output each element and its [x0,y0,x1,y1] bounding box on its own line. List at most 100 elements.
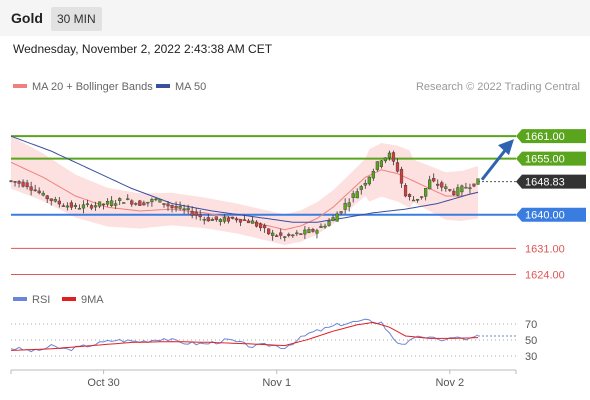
rsi-level-label: 70 [525,319,537,331]
candle [218,218,222,226]
candle-body [202,219,206,221]
candle [271,229,275,241]
candle [25,179,29,190]
candle [407,193,412,201]
candle [279,228,283,240]
candle-body [420,196,424,198]
x-axis: Oct 30 Nov 1 Nov 2 [10,370,517,389]
candle [343,198,347,215]
candle [295,230,299,237]
candle [57,197,61,208]
candle-body [13,181,17,183]
candle-body [416,198,420,201]
candle-body [17,181,21,184]
x-tick-label: Oct 30 [87,377,119,389]
candle [49,198,53,206]
candle-body [146,201,150,204]
candle [150,197,154,207]
price-plot-area [9,135,516,276]
candle-body [81,204,86,209]
candle [335,211,339,222]
candle-body [279,232,283,236]
candle-body [77,208,82,210]
candle-body [73,204,78,207]
rsi-ma-legend-swatch [62,297,76,301]
candle-body [222,217,226,222]
candle [101,203,106,210]
candle [259,222,263,232]
candle [303,225,307,239]
candle-body [339,211,343,214]
candle-body [407,194,412,197]
candle [37,187,41,195]
candle-body [178,206,182,209]
candle-body [379,160,383,167]
candle [476,178,480,185]
candle-body [267,228,271,235]
candle [299,233,303,235]
candle-body [359,186,363,190]
candle [291,234,295,238]
candles [9,150,480,242]
candle [242,214,247,221]
rsi-plot-area: 70 50 30 [10,318,537,363]
candle-body [448,189,452,191]
candle [222,214,226,224]
candle [275,233,279,237]
candle [424,188,428,201]
candle [178,201,182,211]
candle [456,184,460,197]
x-tick-label: Nov 1 [262,377,291,389]
candle [371,168,375,181]
candle [198,210,202,221]
candle-body [218,219,222,222]
candle-body [424,188,428,197]
candle [190,206,194,219]
candle [347,198,351,212]
projection-arrow-shaft [480,148,508,181]
candle-body [383,157,388,162]
candle-body [367,176,371,185]
projection-arrow-head [498,139,514,156]
candle-body [33,189,37,192]
candle [182,204,186,214]
candle-body [335,213,339,222]
candle [391,150,396,166]
candle-body [118,198,122,201]
candle [367,176,371,186]
candle [355,188,359,199]
candle-body [444,186,448,189]
candle-body [242,219,247,221]
candle [186,204,190,215]
candle-body [9,180,13,182]
candle-body [166,203,170,207]
price-level-tag [516,151,586,166]
rsi-legend-swatch [13,297,27,301]
candle-body [327,220,331,226]
candle-body [391,152,396,162]
rsi-ma-line [10,321,479,351]
candle [210,217,214,221]
price-level-label: 1631.00 [525,243,565,255]
candle-body [65,205,69,208]
candle-body [93,205,98,208]
candle [17,179,21,188]
candle-body [307,229,311,233]
candle-body [395,162,400,172]
candle-body [182,208,186,211]
candle [383,157,388,164]
price-level-tag [516,129,586,144]
x-tick-label: Nov 2 [435,377,464,389]
candle [33,184,37,192]
candle-body [21,181,25,187]
asset-title: Gold [11,10,43,26]
candle [464,182,468,189]
candle-body [254,221,259,227]
candle [69,200,73,210]
candle [154,197,158,202]
candle [283,235,287,242]
candle-body [158,199,162,203]
candle [387,150,392,161]
timeframe-badge[interactable]: 30 MIN [51,7,102,31]
candle [134,202,138,206]
